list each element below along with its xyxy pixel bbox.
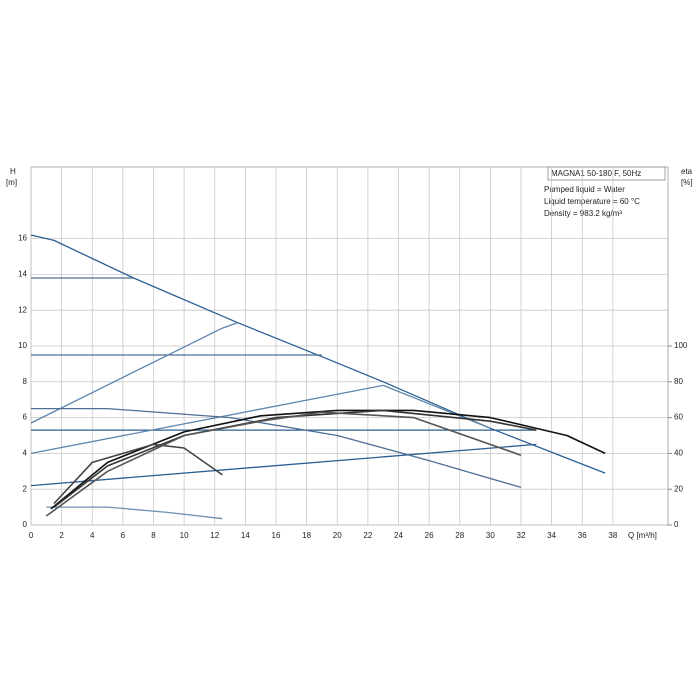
annotation: Density = 983.2 kg/m³ [544, 209, 622, 218]
y2-tick-label: 60 [674, 413, 683, 422]
y2-tick-label: 80 [674, 377, 683, 386]
y2-tick-label: 0 [674, 520, 679, 529]
head-curve [30, 443, 537, 487]
y-axis-unit: [m] [6, 178, 17, 187]
y-tick-label: 4 [23, 449, 28, 458]
y2-tick-label: 20 [674, 484, 683, 493]
x-tick-label: 14 [241, 531, 250, 540]
x-tick-label: 12 [210, 531, 219, 540]
x-tick-label: 0 [29, 531, 34, 540]
efficiency-curve [50, 409, 606, 510]
x-tick-label: 2 [59, 531, 64, 540]
y2-tick-label: 40 [674, 449, 683, 458]
x-tick-label: 38 [608, 531, 617, 540]
x-tick-label: 34 [547, 531, 556, 540]
y-tick-label: 14 [18, 270, 27, 279]
x-tick-label: 10 [180, 531, 189, 540]
y2-tick-label: 100 [674, 341, 688, 350]
x-tick-label: 4 [90, 531, 95, 540]
y-tick-label: 8 [23, 377, 28, 386]
x-tick-label: 26 [425, 531, 434, 540]
x-tick-label: 20 [333, 531, 342, 540]
x-tick-label: 36 [578, 531, 587, 540]
x-tick-label: 16 [272, 531, 281, 540]
annotation: Liquid temperature = 60 °C [544, 197, 640, 206]
y2-axis-unit: [%] [681, 178, 693, 187]
y-tick-label: 12 [18, 305, 27, 314]
head-curve [31, 407, 522, 489]
y-tick-label: 6 [23, 413, 28, 422]
efficiency-curve [53, 443, 223, 505]
x-axis-label: Q [m³/h] [628, 531, 657, 540]
y-tick-label: 2 [23, 484, 28, 493]
head-curve [30, 322, 238, 424]
x-tick-label: 30 [486, 531, 495, 540]
y-tick-label: 10 [18, 341, 27, 350]
x-tick-label: 24 [394, 531, 403, 540]
annotation: Pumped liquid = Water [544, 185, 625, 194]
efficiency-curve [45, 411, 522, 517]
efficiency-curve [53, 409, 537, 508]
head-curve [46, 506, 223, 520]
x-tick-label: 6 [121, 531, 126, 540]
x-tick-label: 8 [151, 531, 156, 540]
y2-axis-label: eta [681, 167, 693, 176]
x-tick-label: 22 [363, 531, 372, 540]
head-curve [30, 384, 491, 455]
x-tick-label: 18 [302, 531, 311, 540]
y-tick-label: 16 [18, 234, 27, 243]
x-tick-label: 28 [455, 531, 464, 540]
y-tick-label: 0 [23, 520, 28, 529]
x-tick-label: 32 [517, 531, 526, 540]
y-axis-label: H [10, 167, 16, 176]
chart-title: MAGNA1 50-180 F, 50Hz [551, 169, 641, 178]
